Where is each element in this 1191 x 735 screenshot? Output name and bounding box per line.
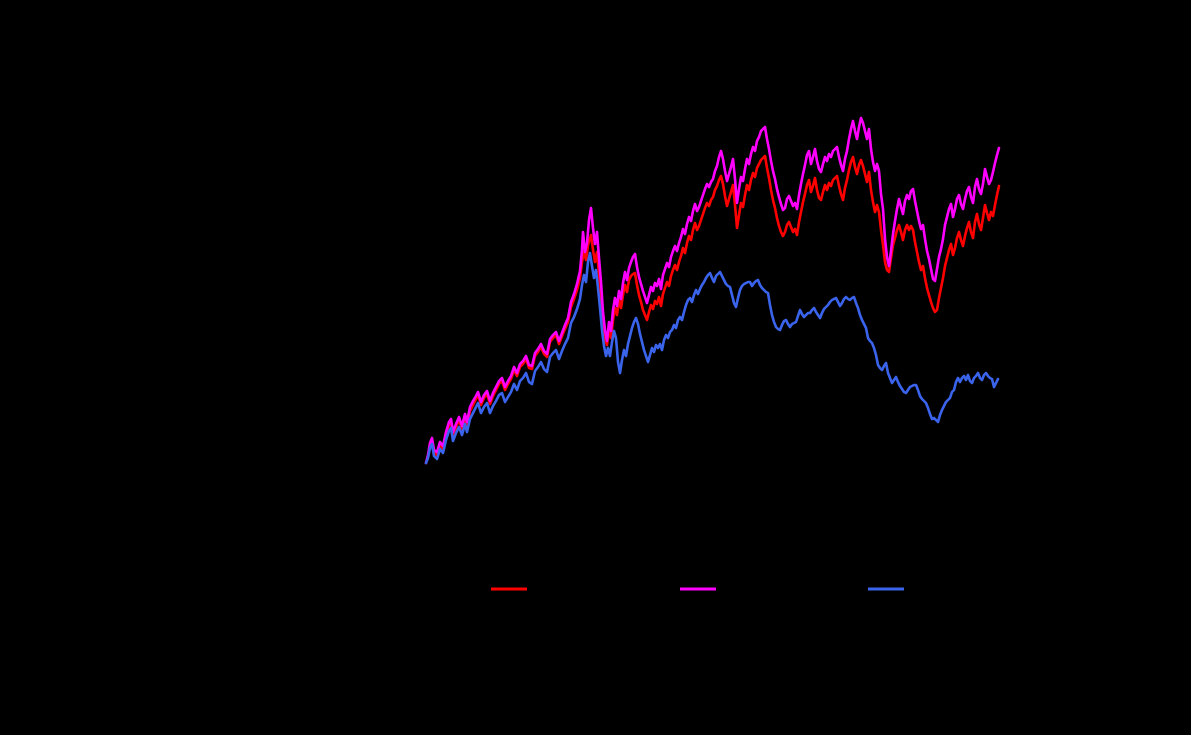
red-series-line: [424, 154, 1001, 465]
blue-series-line: [424, 251, 1000, 465]
magenta-series-line: [424, 116, 1001, 465]
series-lines: [424, 116, 1001, 465]
